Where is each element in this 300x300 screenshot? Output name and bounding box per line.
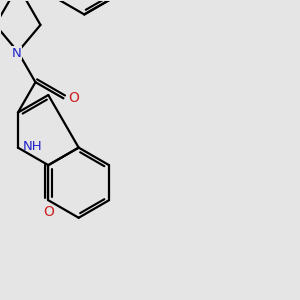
Text: O: O [43, 205, 54, 219]
Text: O: O [69, 91, 80, 105]
Text: N: N [12, 47, 21, 60]
Text: NH: NH [23, 140, 43, 153]
